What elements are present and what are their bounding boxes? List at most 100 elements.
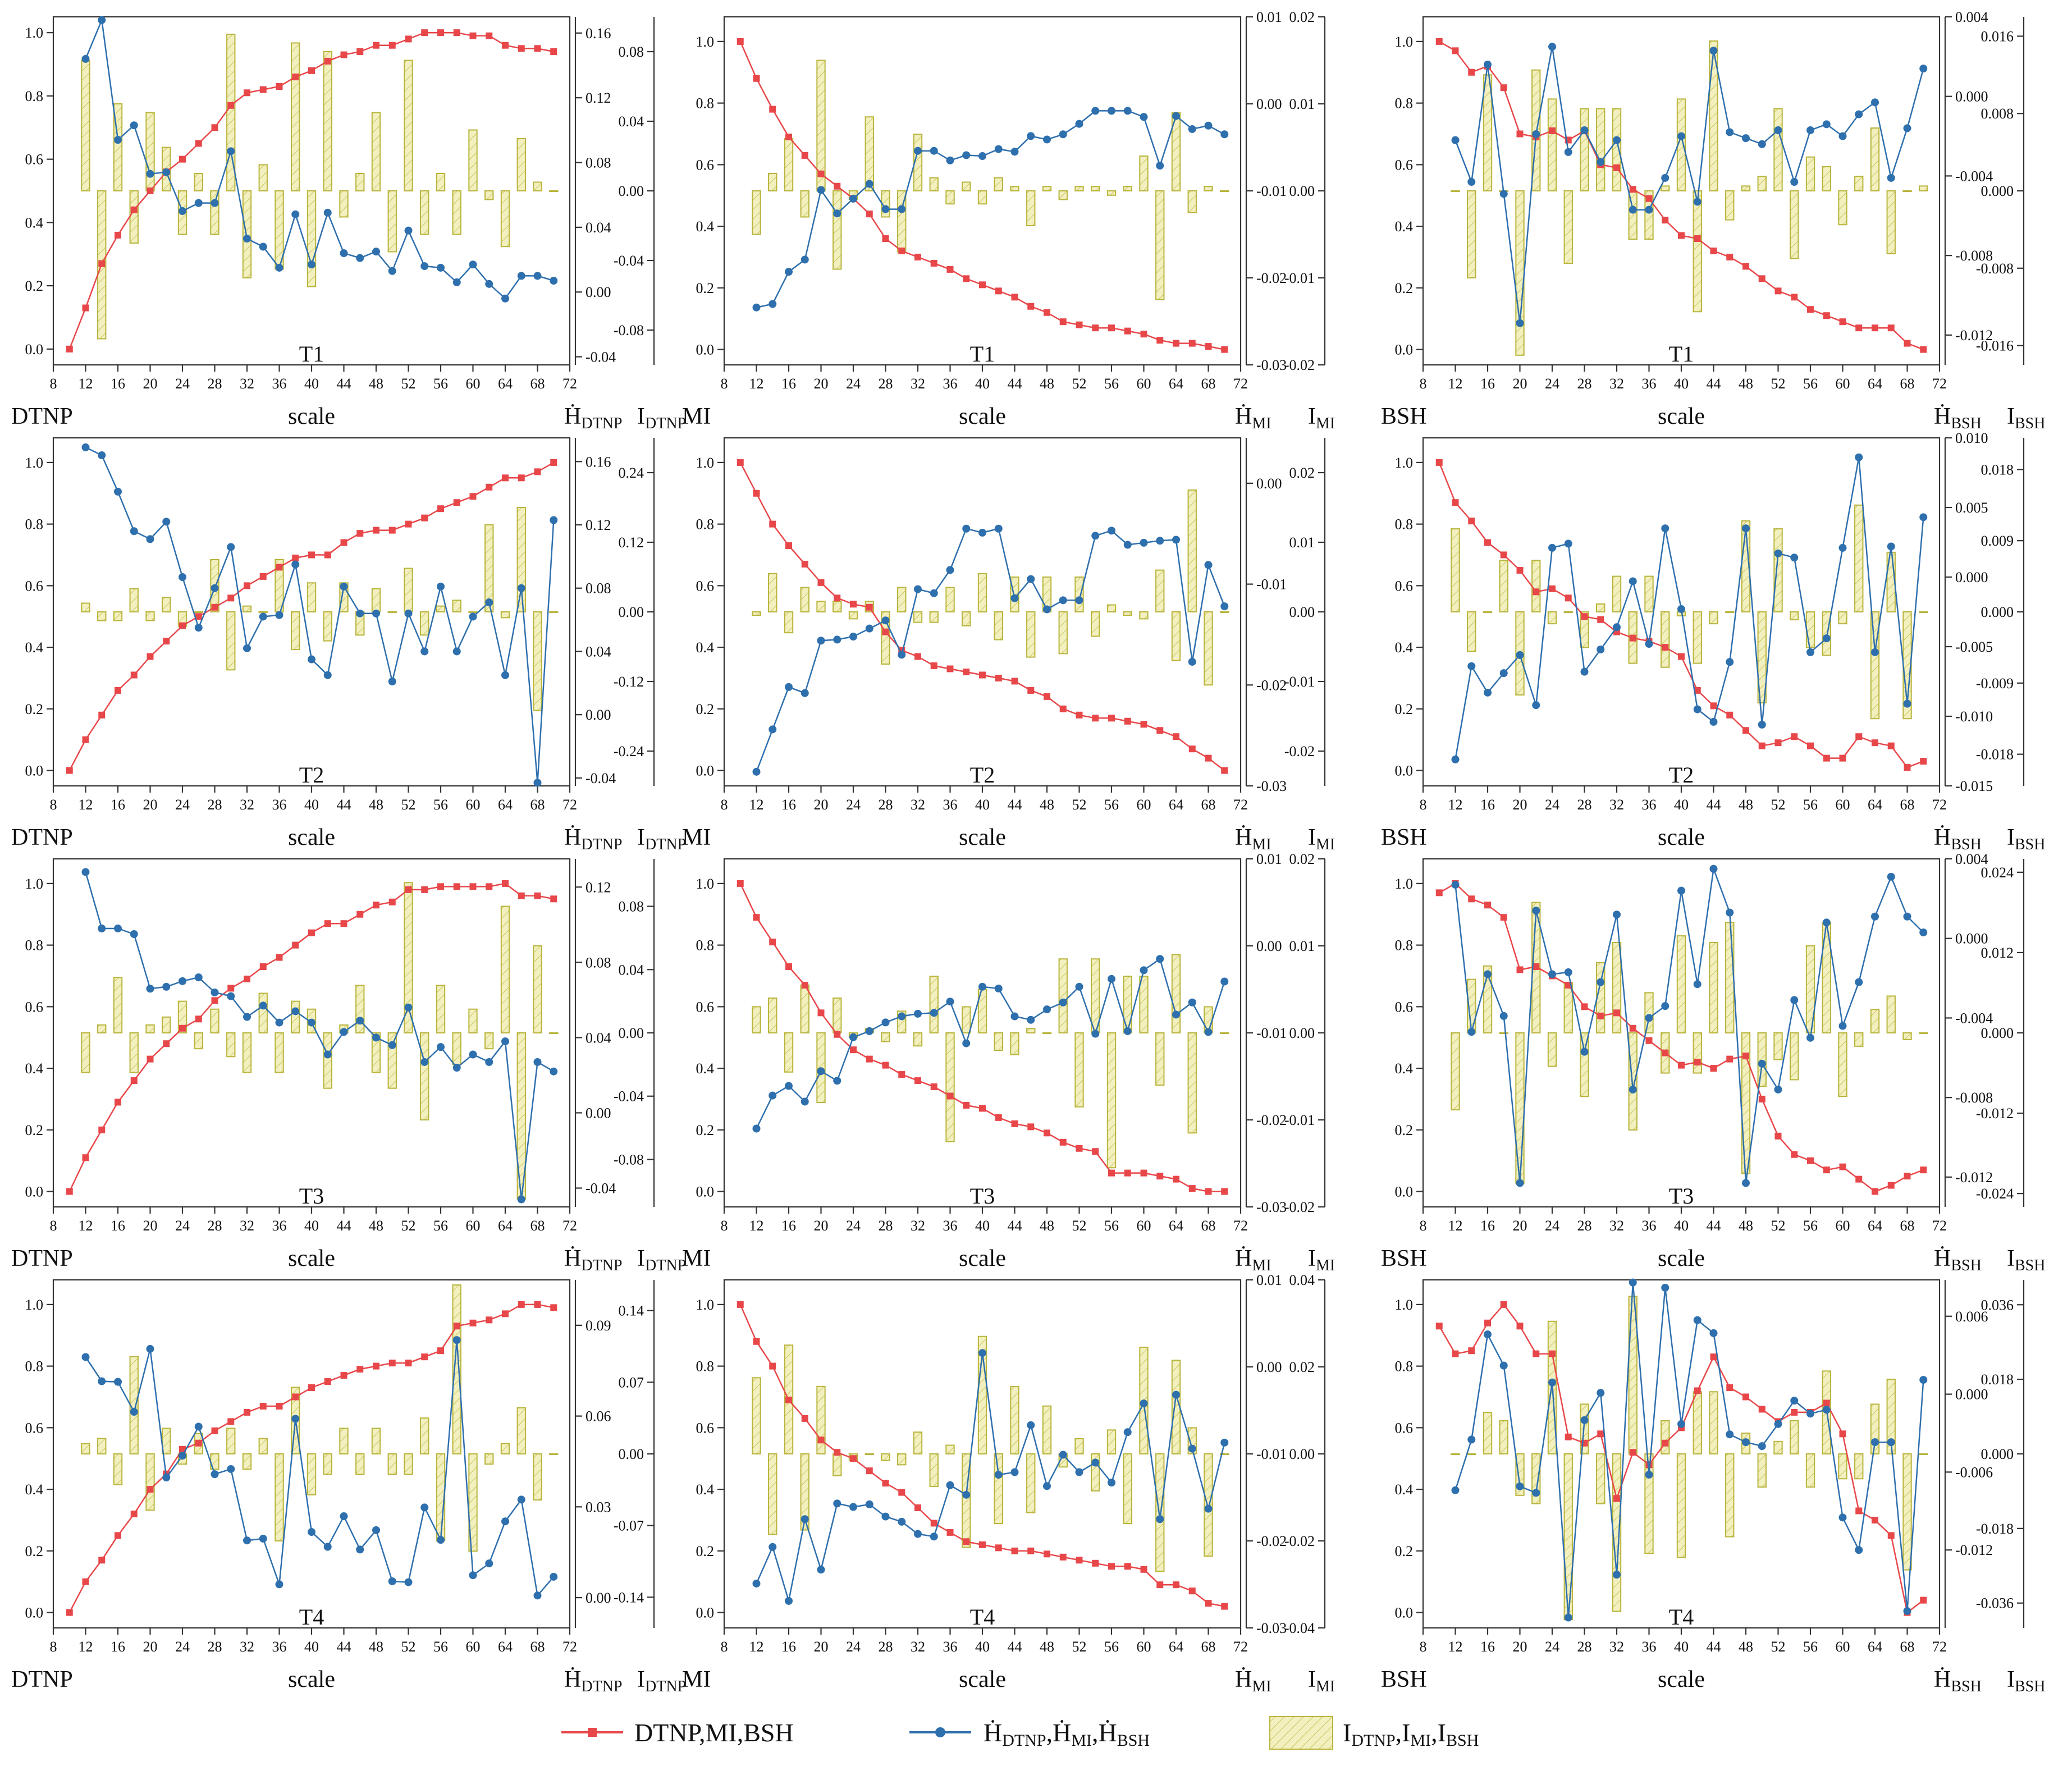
bar-tick-label: 0.02 — [1289, 465, 1315, 481]
x-tick-label: 60 — [1836, 376, 1850, 392]
left-tick-label: 0.8 — [1395, 516, 1414, 533]
normalized-point — [1044, 1550, 1050, 1558]
bar-2-2 — [1467, 190, 1476, 278]
bar-6-6 — [162, 1016, 171, 1034]
bar-11-28 — [1886, 1379, 1896, 1454]
rate-point — [1204, 1504, 1213, 1513]
normalized-point — [914, 1504, 921, 1512]
normalized-point — [82, 1154, 89, 1161]
x-tick-label: 40 — [975, 376, 990, 392]
rate-point — [291, 1415, 300, 1423]
normalized-point — [1678, 1062, 1685, 1069]
x-tick-label: 16 — [111, 376, 125, 392]
normalized-point — [769, 106, 776, 113]
x-tick-label: 48 — [1040, 1639, 1054, 1655]
bar-10-9 — [881, 1453, 890, 1461]
bar-1-28 — [1187, 190, 1197, 213]
normalized-point — [1156, 727, 1164, 734]
rate-point — [1613, 136, 1621, 144]
panel-title: T3 — [299, 1183, 324, 1209]
bar-tick-label: 0.024 — [1981, 864, 2014, 881]
bar-10-23 — [1106, 1429, 1117, 1454]
rate-point — [1742, 134, 1750, 143]
bar-tick-label: 0.00 — [1289, 1446, 1315, 1462]
bar-3-4 — [129, 588, 139, 612]
bar-0-8 — [194, 173, 203, 191]
rate-tick-label: -0.004 — [1955, 168, 1993, 184]
bar-tick-label: 0.02 — [1289, 9, 1315, 25]
rate-point — [898, 205, 906, 213]
bar-10-11 — [913, 1431, 923, 1454]
bar-11-4 — [1499, 1420, 1508, 1455]
bar-4-15 — [977, 573, 987, 612]
bar-5-26 — [1854, 504, 1864, 612]
bar-5-22 — [1790, 611, 1799, 621]
normalized-point — [469, 1319, 477, 1326]
normalized-point — [1565, 1433, 1572, 1440]
bar-3-19 — [371, 588, 381, 612]
normalized-point — [1872, 324, 1878, 332]
x-tick-label: 12 — [79, 797, 93, 813]
normalized-point — [785, 133, 792, 140]
rate-point — [1564, 968, 1572, 976]
rate-point — [259, 1534, 267, 1543]
bar-0-27 — [500, 190, 510, 248]
bar-4-24 — [1123, 611, 1132, 616]
x-tick-label: 16 — [781, 1639, 796, 1655]
bar-axis-label: IMI — [1308, 404, 1335, 432]
normalized-point — [550, 1304, 557, 1311]
left-tick-label: 1.0 — [1395, 876, 1414, 892]
bar-tick-label: -0.08 — [614, 322, 644, 338]
left-tick-label: 0.6 — [696, 1420, 715, 1436]
x-tick-label: 44 — [337, 1639, 351, 1655]
rate-point — [1108, 107, 1115, 115]
bar-1-23 — [1106, 190, 1117, 196]
bar-tick-label: 0.07 — [619, 1374, 644, 1390]
legend-rate-label: ḢDTNP,ḢMI,ḢBSH — [984, 1718, 1150, 1750]
normalized-point — [179, 1445, 186, 1453]
x-tick-label: 16 — [111, 797, 125, 813]
normalized-point — [1044, 309, 1050, 316]
rate-point — [1871, 98, 1879, 107]
rate-point — [1484, 688, 1492, 697]
rate-tick-label: -0.012 — [1955, 327, 1993, 344]
bar-2-5 — [1515, 190, 1525, 356]
rate-point — [849, 194, 857, 203]
normalized-point — [1904, 340, 1911, 347]
rate-point — [1855, 453, 1863, 461]
bar-11-22 — [1790, 1420, 1799, 1455]
bar-1-4 — [800, 190, 809, 218]
bar-tick-label: 0.018 — [1981, 1371, 2014, 1388]
rate-tick-label: 0.005 — [1955, 500, 1988, 516]
x-tick-label: 68 — [1900, 1639, 1915, 1655]
bar-6-10 — [226, 1032, 236, 1058]
rate-tick-label: 0.00 — [586, 707, 611, 723]
normalized-point — [502, 1310, 509, 1317]
left-tick-label: 0.6 — [1395, 578, 1414, 594]
bar-9-5 — [145, 1453, 155, 1511]
normalized-point — [979, 281, 986, 289]
x-tick-label: 28 — [1577, 376, 1592, 392]
rate-point — [1838, 132, 1847, 140]
normalized-point — [340, 1372, 347, 1379]
rate-point — [1027, 1015, 1035, 1024]
bar-5-27 — [1870, 611, 1880, 720]
bar-3-21 — [404, 568, 413, 612]
x-tick-label: 64 — [498, 797, 513, 813]
rate-line — [756, 958, 1225, 1129]
left-tick-label: 0.8 — [25, 1358, 44, 1375]
normalized-point — [195, 140, 202, 147]
x-tick-label: 56 — [1803, 376, 1818, 392]
normalized-point — [486, 1316, 493, 1324]
bar-3-29 — [533, 611, 542, 711]
left-tick-label: 1.0 — [25, 25, 44, 41]
normalized-point — [308, 551, 315, 559]
rate-point — [914, 147, 922, 155]
normalized-point — [308, 1384, 315, 1392]
rate-axis-label: ḢDTNP — [564, 825, 622, 853]
bar-2-22 — [1790, 190, 1799, 259]
left-tick-label: 0.6 — [1395, 157, 1414, 173]
x-tick-label: 40 — [304, 797, 319, 813]
bar-0-29 — [533, 181, 542, 191]
left-tick-label: 0.2 — [696, 1122, 715, 1138]
